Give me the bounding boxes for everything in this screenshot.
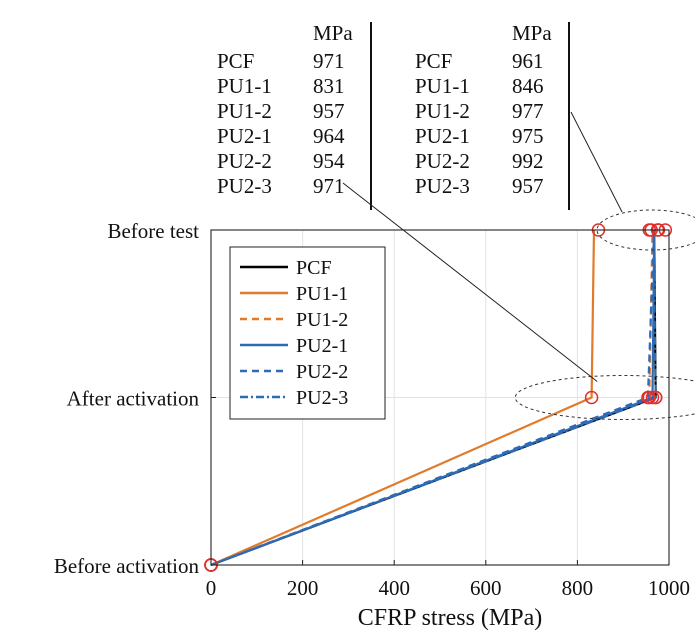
annotation-row-label: PU1-1 <box>415 74 470 98</box>
annotation-row-value: 992 <box>512 149 544 173</box>
data-marker <box>641 390 655 405</box>
x-axis-label: CFRP stress (MPa) <box>358 605 542 631</box>
y-category-label: After activation <box>67 387 200 411</box>
annotation-row-label: PU1-1 <box>217 74 272 98</box>
annotation-row-value: 964 <box>313 124 345 148</box>
annotation-row-label: PCF <box>415 49 452 73</box>
x-tick-label: 1000 <box>648 576 690 600</box>
legend-label: PU1-1 <box>296 283 348 305</box>
series-line-pu2-2 <box>210 229 656 567</box>
annotation-row-value: 846 <box>512 74 544 98</box>
x-tick-label: 0 <box>206 576 217 600</box>
annotation-row-value: 975 <box>512 124 544 148</box>
legend: PCF PU1-1 PU1-2 PU2-1 PU2-2 PU2-3 <box>229 246 386 420</box>
legend-label: PU1-2 <box>296 309 348 331</box>
annotation-row-value: 971 <box>313 49 345 73</box>
data-marker <box>584 390 599 405</box>
annotation-table-2: MPa PCF 961 PU1-1 846 PU1-2 977 PU2-1 975 PU2-2 99… <box>415 21 570 210</box>
leader-line-after-activation <box>342 182 598 382</box>
y-category-label: Before test <box>107 219 199 243</box>
y-category-label: Before activation <box>54 554 200 578</box>
annotation-row-value: 957 <box>512 174 544 198</box>
annotation-row-value: 961 <box>512 49 544 73</box>
annotation-row-value: 971 <box>313 174 345 198</box>
legend-box <box>229 246 386 420</box>
annotation-row-value: 977 <box>512 99 544 123</box>
annotation-row-label: PU1-2 <box>415 99 470 123</box>
annotation-row-value: 831 <box>313 74 345 98</box>
legend-label: PCF <box>296 257 332 279</box>
annotation-row-value: 957 <box>313 99 345 123</box>
x-tick-label: 600 <box>470 576 502 600</box>
x-tick-label: 200 <box>287 576 319 600</box>
annotation-row-label: PU2-2 <box>217 149 272 173</box>
series-line-pu1-1 <box>210 229 596 567</box>
data-marker <box>645 390 660 405</box>
annotation-row-label: PU2-3 <box>217 174 272 198</box>
highlight-ellipse-before-test <box>596 209 695 251</box>
legend-label: PU2-2 <box>296 361 348 383</box>
annotation-row-label: PU2-3 <box>415 174 470 198</box>
annotation-row-label: PU2-1 <box>415 124 470 148</box>
leader-line-before-test <box>570 111 623 213</box>
legend-label: PU2-1 <box>296 335 348 357</box>
annotation-row-label: PU1-2 <box>217 99 272 123</box>
x-tick-label: 800 <box>562 576 594 600</box>
annotation-row-label: PU2-1 <box>217 124 272 148</box>
data-marker <box>648 390 663 405</box>
annotation-row-label: PCF <box>217 49 254 73</box>
annotation-row-label: PU2-2 <box>415 149 470 173</box>
x-tick-label: 400 <box>378 576 410 600</box>
annotation-table-header: MPa <box>512 21 552 45</box>
annotation-row-value: 954 <box>313 149 345 173</box>
annotation-table-header: MPa <box>313 21 353 45</box>
annotation-table-1: MPa PCF 971 PU1-1 831 PU1-2 957 PU2-1 964 PU2-2 95… <box>217 21 372 210</box>
legend-label: PU2-3 <box>296 387 348 409</box>
